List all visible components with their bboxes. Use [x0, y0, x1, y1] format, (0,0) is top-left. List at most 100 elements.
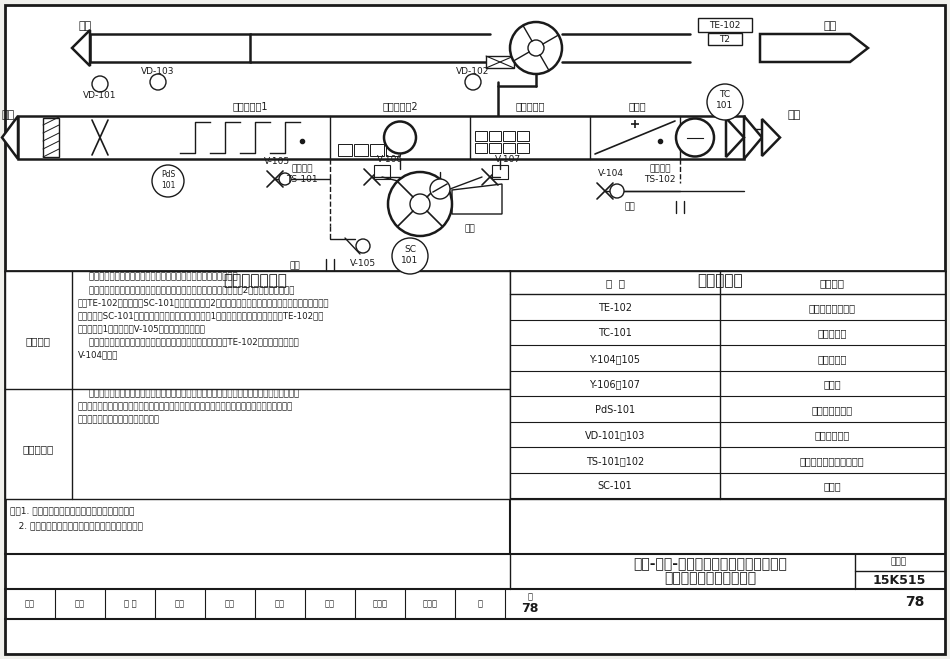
Bar	[354, 144, 368, 156]
Text: 校对: 校对	[175, 600, 185, 608]
Polygon shape	[762, 119, 780, 156]
Text: 间接蒸发段1: 间接蒸发段1	[232, 101, 268, 111]
Text: 间接-间接-直接三级全空气蒸发冷却通风: 间接-间接-直接三级全空气蒸发冷却通风	[633, 557, 787, 571]
Text: V-105: V-105	[350, 260, 376, 268]
Bar	[486, 56, 514, 68]
Circle shape	[676, 119, 714, 156]
Polygon shape	[72, 30, 90, 66]
Text: VD-103: VD-103	[142, 67, 175, 76]
Text: 图集号: 图集号	[891, 558, 907, 567]
Circle shape	[92, 76, 108, 92]
Bar	[698, 18, 752, 32]
Text: 页: 页	[527, 592, 533, 602]
Text: TC-101: TC-101	[598, 328, 632, 338]
Bar	[510, 271, 945, 499]
Text: 电动调节阀: 电动调节阀	[817, 354, 846, 364]
Text: 过渡季使用全新风，若室外温度较高需同时开启直接蒸发冷却段。: 过渡季使用全新风，若室外温度较高需同时开启直接蒸发冷却段。	[78, 273, 238, 281]
Text: 审核: 审核	[25, 600, 35, 608]
Bar	[338, 144, 352, 156]
Text: VD-101: VD-101	[84, 92, 117, 101]
Bar	[489, 143, 501, 153]
Text: 2. 在冬季寒冷地区使用需考虑室外空气预热措施。: 2. 在冬季寒冷地区使用需考虑室外空气预热措施。	[10, 521, 142, 530]
Bar	[386, 144, 400, 156]
Bar	[5, 271, 510, 499]
Text: V-104调节。: V-104调节。	[78, 351, 119, 360]
Bar	[503, 131, 515, 141]
Text: 空调系统控制互连接线图: 空调系统控制互连接线图	[664, 571, 756, 585]
Circle shape	[528, 40, 544, 56]
Text: PdS-101: PdS-101	[595, 405, 635, 415]
Text: 注：1. 此种形式的空调机组通常在干燥地区使用。: 注：1. 此种形式的空调机组通常在干燥地区使用。	[10, 507, 134, 515]
Text: 防冻开关（带手动复位）: 防冻开关（带手动复位）	[800, 456, 864, 466]
Text: 叙叔叔: 叙叔叔	[423, 600, 438, 608]
Text: 夏季: 夏季	[290, 262, 300, 270]
Text: 电动调节风阀: 电动调节风阀	[814, 430, 849, 440]
Text: 夏季: 夏季	[465, 225, 475, 233]
Polygon shape	[90, 34, 250, 62]
Polygon shape	[744, 116, 762, 159]
Bar	[503, 143, 515, 153]
Circle shape	[356, 239, 370, 253]
Text: 工作原理: 工作原理	[26, 336, 50, 346]
Circle shape	[279, 173, 291, 185]
Text: 汪题: 汪题	[75, 600, 85, 608]
Circle shape	[510, 22, 562, 74]
Text: 警并停机，过滤器两侧之压差过高超过设定值时，自动报警，盘管出口处设置的防冻开关，温度: 警并停机，过滤器两侧之压差过高超过设定值时，自动报警，盘管出口处设置的防冻开关，…	[78, 403, 294, 411]
Bar	[517, 143, 529, 153]
Text: VD-101～103: VD-101～103	[585, 430, 645, 440]
Circle shape	[707, 84, 743, 120]
Text: SC-101: SC-101	[598, 481, 633, 491]
Bar	[489, 131, 501, 141]
Polygon shape	[2, 116, 18, 159]
Text: 冬季开回风阀，直接蒸发段用于加湿，室温由回风温度传感器TE-102控制再热段调节阀: 冬季开回风阀，直接蒸发段用于加湿，室温由回风温度传感器TE-102控制再热段调节…	[78, 337, 298, 347]
Bar	[492, 165, 508, 179]
Text: 感器TE-102控制变频器SC-101调节间接蒸发段2的电机转速来调节。若温度仍然不能降到目标值，: 感器TE-102控制变频器SC-101调节间接蒸发段2的电机转速来调节。若温度仍…	[78, 299, 330, 308]
Text: 电磁阀: 电磁阀	[824, 379, 841, 389]
Text: PdS
101: PdS 101	[161, 170, 175, 190]
Text: Y-104～105: Y-104～105	[590, 354, 640, 364]
Text: 蔺晓: 蔺晓	[225, 600, 235, 608]
Text: V-104: V-104	[598, 169, 624, 177]
Text: 低于设定值时，报警并开大热水阀。: 低于设定值时，报警并开大热水阀。	[78, 416, 160, 424]
Bar	[475, 143, 487, 153]
Text: 联锁及保护: 联锁及保护	[23, 444, 53, 454]
Text: 78: 78	[522, 602, 539, 616]
Text: TC
101: TC 101	[716, 90, 733, 109]
Text: 防冻开关: 防冻开关	[292, 165, 313, 173]
Text: 夏季使用全新风，回风阀关闭，首先开直接蒸发段，间接蒸发冷却段2，室内温度由温度传: 夏季使用全新风，回风阀关闭，首先开直接蒸发段，间接蒸发冷却段2，室内温度由温度传	[78, 285, 294, 295]
Text: 则将变频器SC-101频率调节到最大，再开间接蒸发段1，此时室内温度由温度传感器TE-102控制: 则将变频器SC-101频率调节到最大，再开间接蒸发段1，此时室内温度由温度传感器…	[78, 312, 324, 320]
Text: 送风: 送风	[788, 111, 801, 121]
Bar	[708, 33, 742, 45]
Text: 控制说明及要求: 控制说明及要求	[223, 273, 287, 289]
Text: 直接蒸发段: 直接蒸发段	[515, 101, 544, 111]
Text: TE-102: TE-102	[710, 20, 741, 30]
Bar	[43, 118, 59, 157]
Text: 回风: 回风	[824, 21, 837, 31]
Bar	[370, 144, 384, 156]
Circle shape	[152, 165, 184, 197]
Text: VD-102: VD-102	[456, 67, 489, 76]
Text: 风机启停，风阀、电动调节阀联锁动开阀，风机启动后，其两侧压差低于某设定值时，故障报: 风机启停，风阀、电动调节阀联锁动开阀，风机启动后，其两侧压差低于某设定值时，故障…	[78, 389, 299, 399]
Text: 防冻开关: 防冻开关	[649, 165, 671, 173]
Circle shape	[384, 121, 416, 154]
Text: 温度控制器: 温度控制器	[817, 328, 846, 338]
Text: 间接蒸发段1电动调节阀V-105的开启程度来调节。: 间接蒸发段1电动调节阀V-105的开启程度来调节。	[78, 324, 206, 333]
Text: 外部设备表: 外部设备表	[697, 273, 743, 289]
Polygon shape	[760, 34, 868, 62]
Text: 沪 越: 沪 越	[124, 600, 136, 608]
Text: 强天伟: 强天伟	[372, 600, 388, 608]
Text: TS-101～102: TS-101～102	[586, 456, 644, 466]
Text: 变频器: 变频器	[824, 481, 841, 491]
Bar	[517, 131, 529, 141]
Text: 间接蒸发段2: 间接蒸发段2	[382, 101, 418, 111]
Text: TE-102: TE-102	[598, 302, 632, 313]
Text: 风管式温度传感器: 风管式温度传感器	[808, 302, 856, 313]
Text: 15K515: 15K515	[872, 573, 925, 587]
Text: 书成: 书成	[275, 600, 285, 608]
Polygon shape	[452, 184, 502, 214]
Polygon shape	[726, 118, 744, 157]
Text: 新风: 新风	[1, 111, 14, 121]
Text: 再热段: 再热段	[628, 101, 646, 111]
Text: Y-106～107: Y-106～107	[590, 379, 640, 389]
Circle shape	[430, 179, 450, 199]
